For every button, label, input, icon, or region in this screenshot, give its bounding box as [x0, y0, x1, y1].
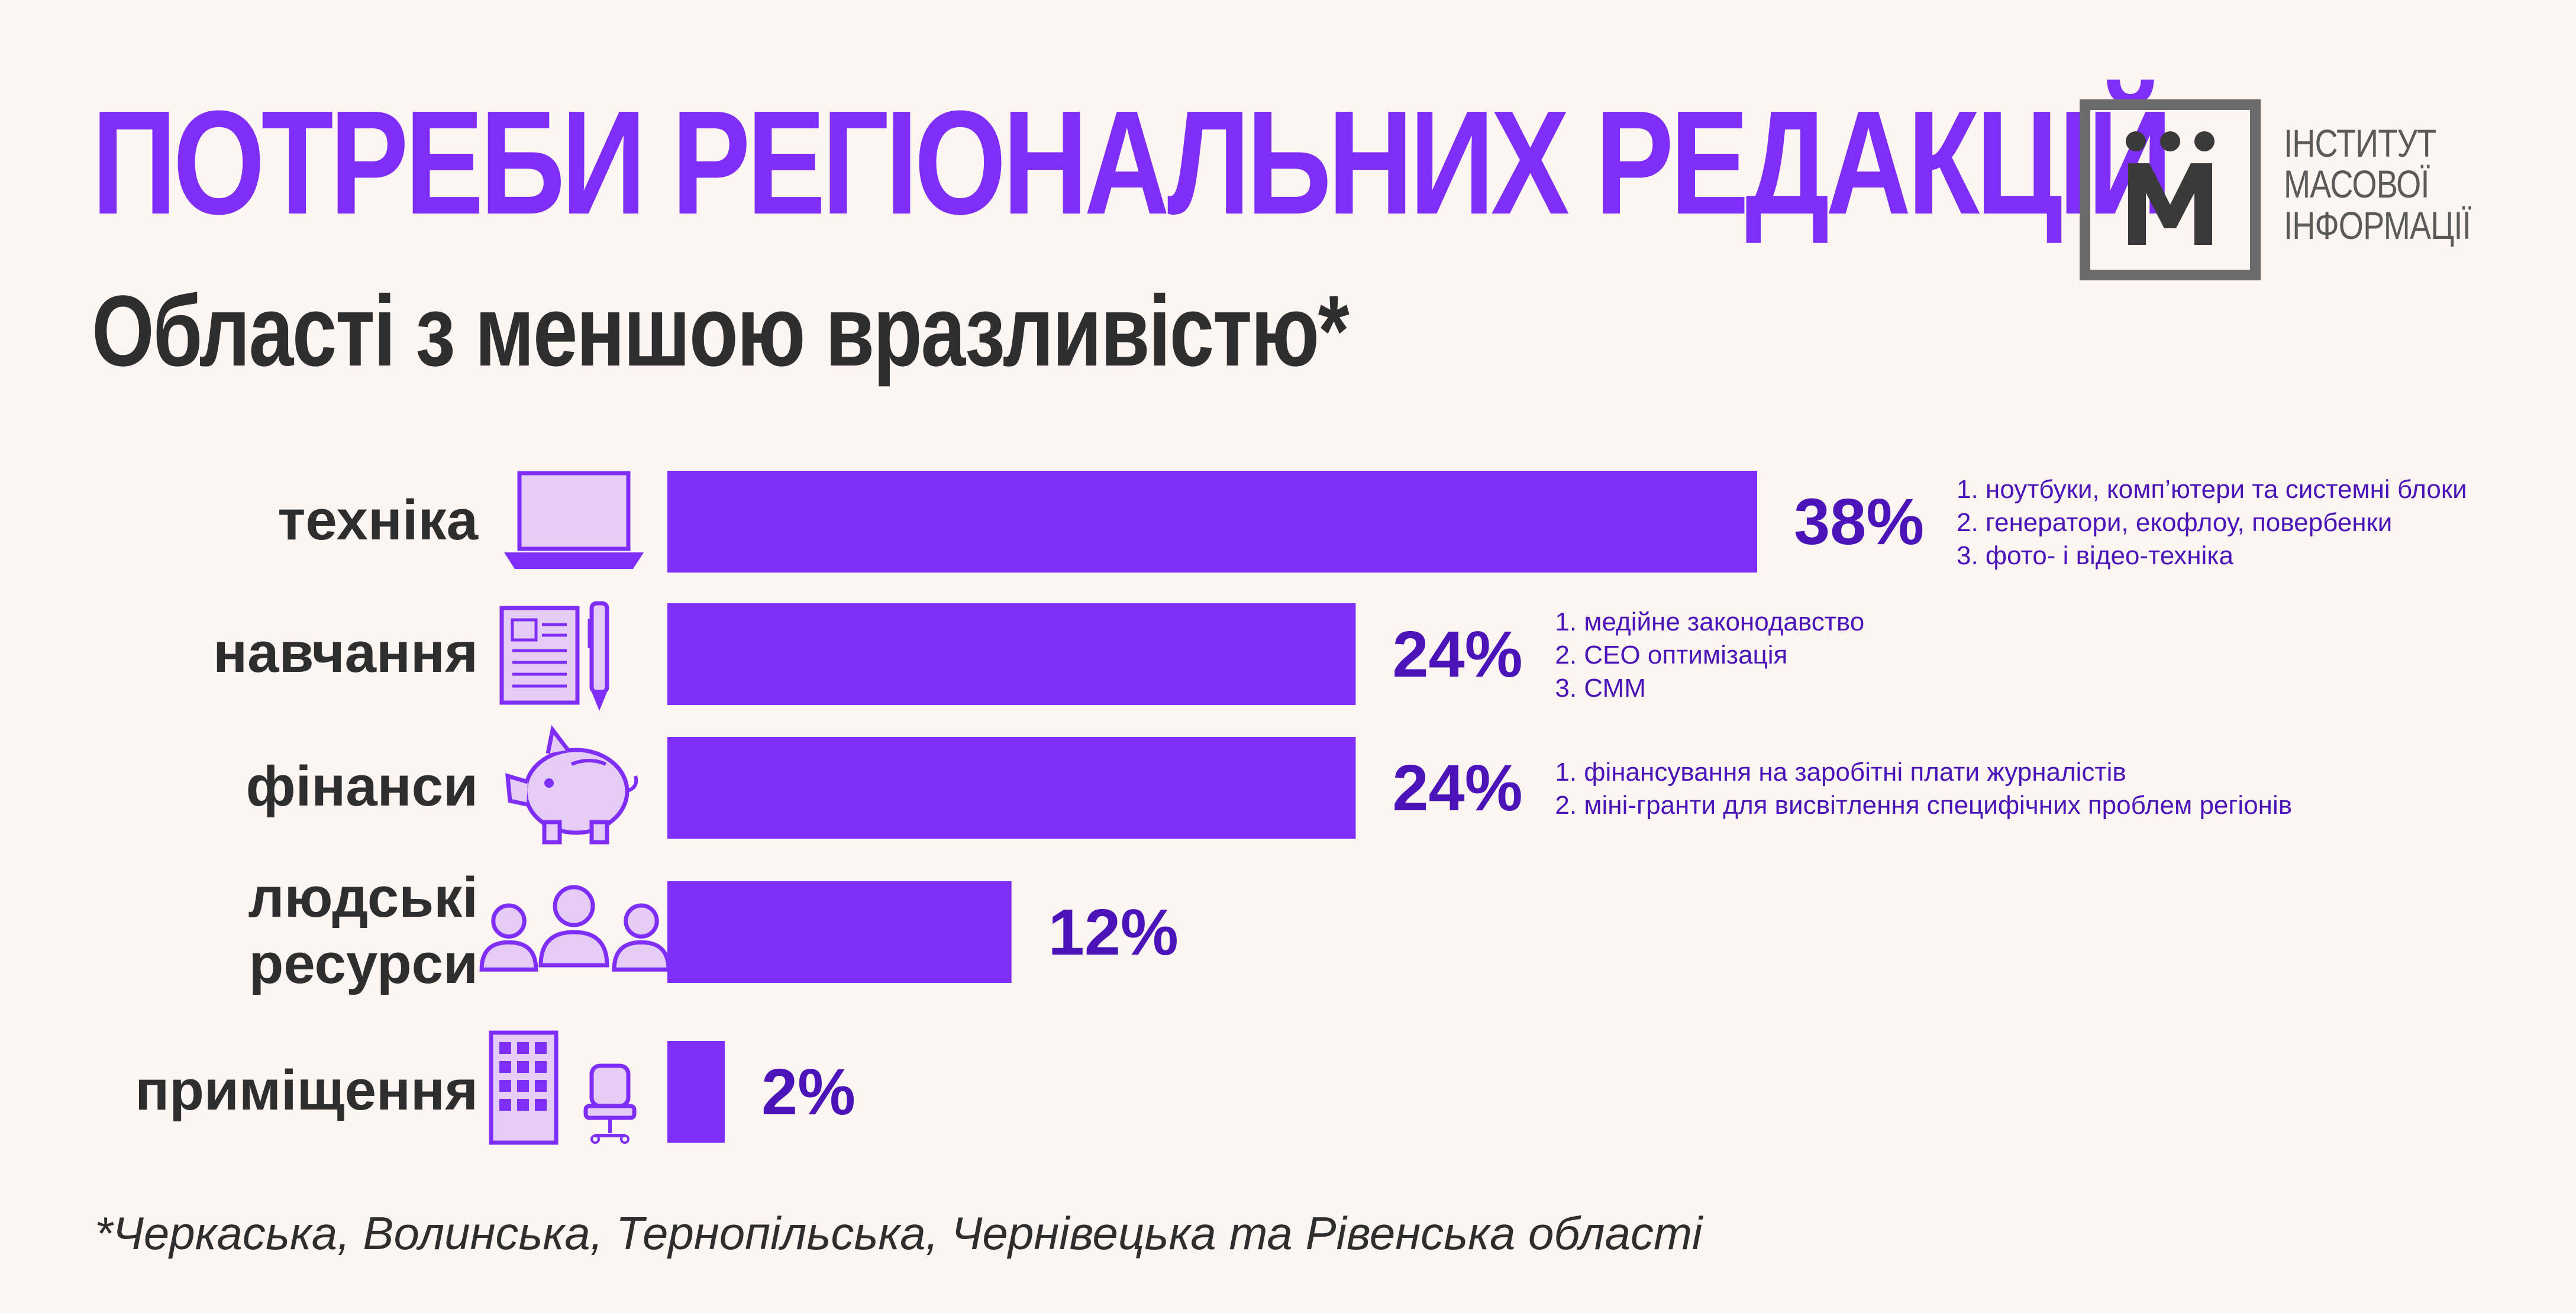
logo-line: МАСОВОЇ: [2284, 162, 2429, 206]
logo-line: ІНФОРМАЦІЇ: [2284, 203, 2471, 247]
bar-row: навчання 24% 1. медійне законодавство 2. СЕ…: [213, 601, 1864, 711]
bar-row: фінанси 24% 1. фінансування на заробітні п…: [246, 725, 2292, 845]
category-label: людські: [248, 866, 479, 929]
annotation-item: 1. медійне законодавство: [1555, 607, 1864, 636]
annotation-item: 2. міні-гранти для висвітлення специфічн…: [1555, 791, 2292, 820]
bar-row: техніка 38% 1. ноутбуки, комп’ютери та сис…: [277, 471, 2467, 573]
building-chair-icon: [489, 1030, 637, 1145]
bar-row: приміщення 2%: [135, 1030, 856, 1145]
page-title: ПОТРЕБИ РЕГІОНАЛЬНИХ РЕДАКЦІЙ: [92, 80, 2173, 245]
annotation-item: 1. фінансування на заробітні плати журна…: [1555, 758, 2126, 787]
value-label: 38%: [1794, 486, 1924, 558]
category-label: техніка: [277, 489, 478, 552]
people-icon: [479, 885, 671, 972]
category-label: приміщення: [135, 1059, 478, 1122]
piggy-bank-icon: [505, 725, 638, 845]
bar: [667, 471, 1757, 573]
bar: [667, 1041, 725, 1143]
category-label: ресурси: [249, 932, 478, 995]
logo-mark: [2080, 99, 2261, 280]
document-pen-icon: [499, 601, 609, 711]
value-label: 24%: [1392, 618, 1522, 691]
annotation-item: 3. СММ: [1555, 674, 1646, 703]
logo-line: ІНСТИТУТ: [2284, 121, 2436, 165]
category-label: фінанси: [246, 755, 478, 818]
value-label: 24%: [1392, 752, 1522, 824]
value-label: 2%: [761, 1056, 856, 1128]
page-subtitle: Області з меншою вразливістю*: [92, 275, 1350, 387]
logo-text: ІНСТИТУТ МАСОВОЇ ІНФОРМАЦІЇ: [2284, 121, 2471, 247]
bar: [667, 603, 1356, 705]
bar: [667, 881, 1012, 983]
annotation-item: 1. ноутбуки, комп’ютери та системні блок…: [1957, 475, 2467, 504]
annotation-item: 2. СЕО оптимізація: [1555, 641, 1787, 670]
annotation-item: 3. фото- і відео-техніка: [1957, 541, 2234, 570]
category-label: навчання: [213, 621, 478, 684]
value-label: 12%: [1048, 896, 1179, 969]
laptop-icon: [504, 471, 644, 569]
bar: [667, 737, 1356, 839]
footnote: *Черкаська, Волинська, Тернопільська, Че…: [95, 1207, 1703, 1259]
annotation-item: 2. генератори, екофлоу, повербенки: [1957, 508, 2392, 537]
